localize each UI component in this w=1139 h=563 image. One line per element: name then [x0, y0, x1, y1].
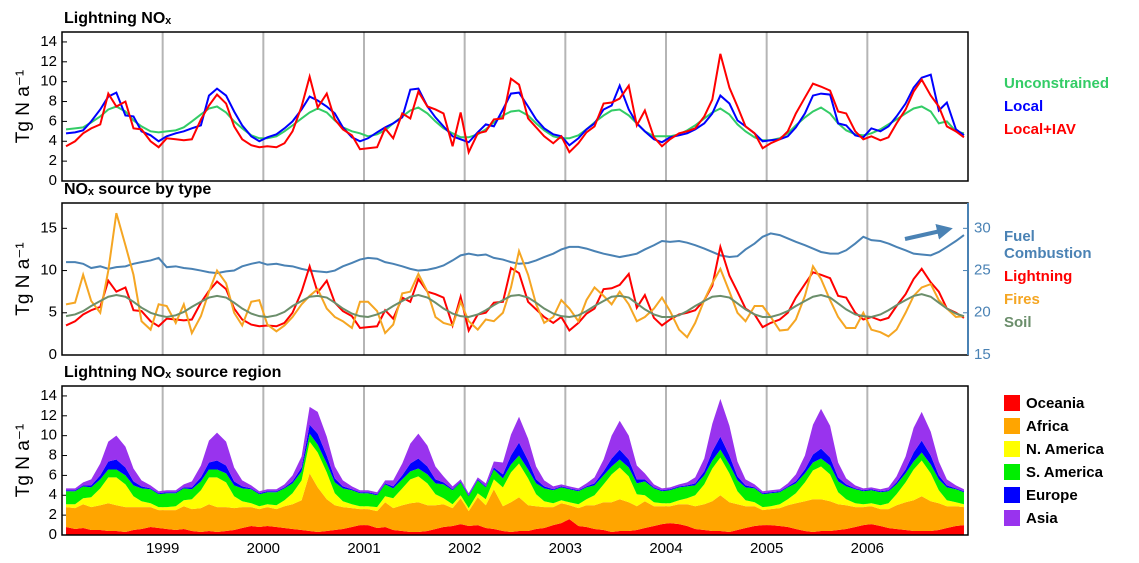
x-tick-label: 2001 — [347, 540, 380, 557]
legend-swatch — [1004, 441, 1020, 457]
plot-frame — [61, 31, 969, 182]
legend-label: Africa — [1026, 417, 1069, 435]
legend-label: Oceania — [1026, 394, 1085, 412]
y-tick-label: 12 — [40, 53, 57, 70]
legend-item: Fires — [1004, 291, 1104, 308]
area — [66, 519, 964, 535]
legend: Unconstrained Local Local+IAV — [1004, 32, 1136, 181]
legend: Oceania Africa N. America S. America Europe A… — [1004, 386, 1136, 535]
legend: Fuel Combustion Lightning Fires Soil — [1004, 203, 1136, 355]
legend-label: Local — [1004, 98, 1044, 115]
legend-label: Fires — [1004, 290, 1040, 308]
legend-label: Asia — [1026, 509, 1058, 527]
legend-swatch — [1004, 487, 1020, 503]
legend-item: Soil — [1004, 314, 1104, 331]
legend-item: Local+IAV — [1004, 121, 1104, 138]
x-tick-label: 1999 — [146, 540, 179, 557]
plot-frame — [61, 385, 969, 536]
legend-item: Oceania — [1004, 395, 1104, 412]
area — [66, 398, 964, 496]
y-tick-label: 2 — [49, 506, 57, 523]
area — [66, 473, 964, 533]
area — [66, 441, 964, 512]
legend-label: Local+IAV — [1004, 121, 1076, 138]
y-tick-label: 10 — [40, 73, 57, 90]
y-tick-label: 8 — [49, 447, 57, 464]
legend-label: Lightning — [1004, 267, 1073, 285]
legend-label: N. America — [1026, 440, 1104, 458]
y-axis-label: Tg N a⁻¹ — [13, 424, 34, 497]
x-tick-label: 2000 — [247, 540, 280, 557]
legend-label: Europe — [1026, 486, 1078, 504]
legend-swatch — [1004, 464, 1020, 480]
y-tick-label: 8 — [49, 93, 57, 110]
annotation-arrow — [904, 223, 953, 241]
line — [65, 105, 965, 142]
y2-tick-label: 15 — [974, 346, 991, 363]
legend-label: S. America — [1026, 463, 1103, 481]
legend-swatch — [1004, 418, 1020, 434]
y-tick-label: 10 — [40, 262, 57, 279]
x-tick-label: 2003 — [549, 540, 582, 557]
y-tick-label: 6 — [49, 112, 57, 129]
y-tick-label: 14 — [40, 33, 57, 50]
x-tick-label: 2002 — [448, 540, 481, 557]
y-axis-label: Tg N a⁻¹ — [13, 242, 34, 315]
y-tick-label: 15 — [40, 219, 57, 236]
legend-item: Unconstrained — [1004, 75, 1109, 92]
legend-item: Africa — [1004, 418, 1104, 435]
y2-tick-label: 30 — [974, 219, 991, 236]
y-tick-label: 5 — [49, 304, 57, 321]
panel-title: NOₓ source by type — [64, 181, 211, 198]
legend-item: N. America — [1004, 441, 1104, 458]
y-tick-label: 4 — [49, 132, 57, 149]
line — [65, 53, 965, 156]
y-tick-label: 10 — [40, 427, 57, 444]
area — [66, 433, 964, 509]
legend-label: Fuel Combustion — [1004, 227, 1092, 262]
line — [65, 73, 965, 147]
x-tick-label: 2005 — [750, 540, 783, 557]
x-tick-label: 2006 — [851, 540, 884, 557]
y-tick-label: 12 — [40, 407, 57, 424]
legend-item: Lightning — [1004, 268, 1104, 285]
legend-item: Asia — [1004, 510, 1104, 527]
line — [65, 212, 965, 339]
panel-title: Lightning NOₓ source region — [64, 364, 281, 381]
y-tick-label: 6 — [49, 466, 57, 483]
y2-tick-label: 20 — [974, 304, 991, 321]
plot-frame — [61, 202, 969, 356]
x-tick-label: 2004 — [649, 540, 682, 557]
legend-swatch — [1004, 510, 1020, 526]
legend-item: S. America — [1004, 464, 1104, 481]
y-tick-label: 0 — [49, 346, 57, 363]
legend-item: Fuel Combustion — [1004, 228, 1104, 262]
legend-label: Unconstrained — [1004, 75, 1110, 92]
legend-item: Europe — [1004, 487, 1104, 504]
y2-tick-label: 25 — [974, 262, 991, 279]
y-tick-label: 4 — [49, 486, 57, 503]
y-tick-label: 2 — [49, 152, 57, 169]
y-axis-label: Tg N a⁻¹ — [13, 70, 34, 143]
y-tick-label: 0 — [49, 172, 57, 189]
legend-item: Local — [1004, 98, 1104, 115]
legend-swatch — [1004, 395, 1020, 411]
panel-title: Lightning NOₓ — [64, 10, 171, 27]
y-tick-label: 14 — [40, 387, 57, 404]
legend-label: Soil — [1004, 313, 1032, 331]
y-tick-label: 0 — [49, 526, 57, 543]
line — [65, 293, 965, 319]
